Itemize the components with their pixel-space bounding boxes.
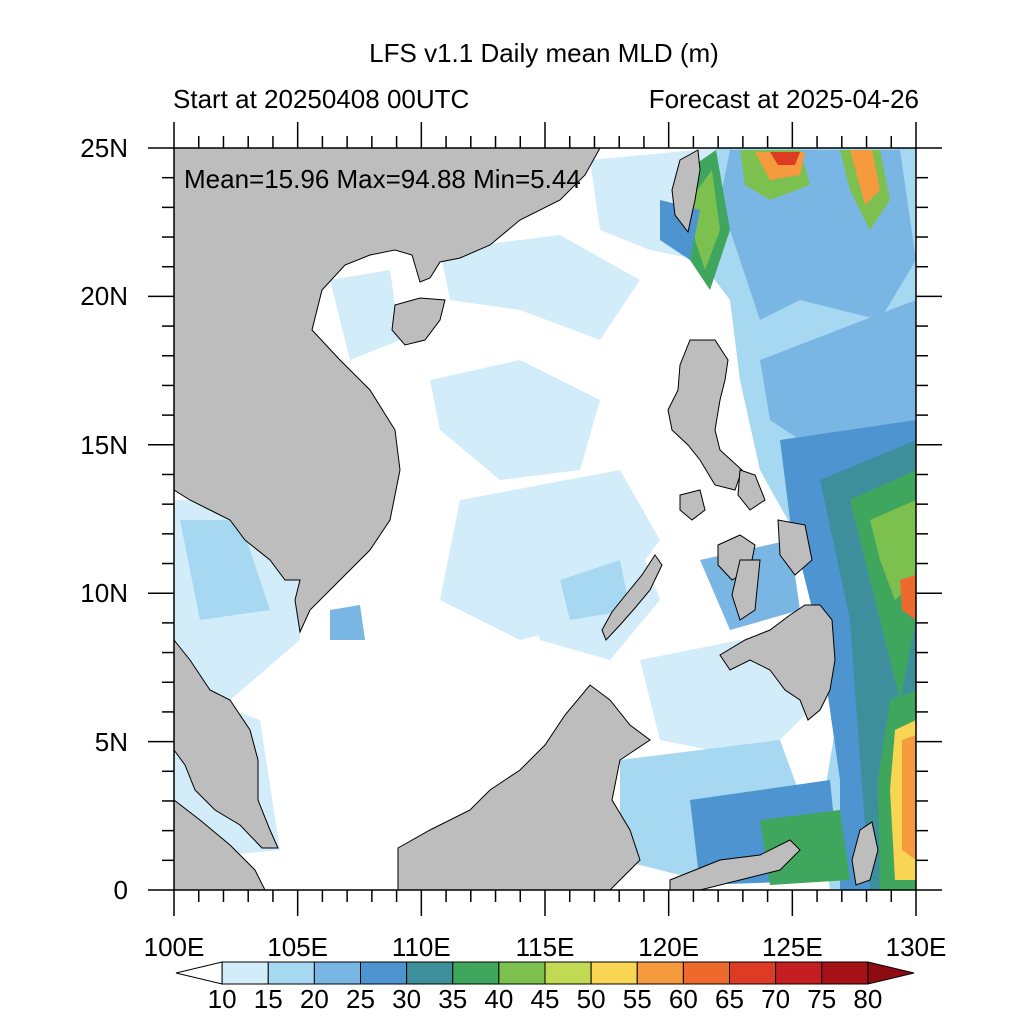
lon-tick-label: 100E: [143, 932, 205, 962]
colorbar-box: [452, 961, 500, 985]
start-time-label: Start at 20250408 00UTC: [173, 84, 470, 114]
colorbar-level-label: 40: [484, 984, 514, 1014]
lon-tick-label: 115E: [515, 932, 575, 962]
colorbar-level-label: 10: [207, 984, 237, 1014]
colorbar-box: [498, 961, 546, 985]
lat-tick-label: 5N: [94, 726, 128, 757]
colorbar-box: [221, 961, 269, 985]
colorbar-level-label: 70: [761, 984, 791, 1014]
chart-title: LFS v1.1 Daily mean MLD (m): [369, 38, 719, 68]
colorbar-level-label: 45: [530, 984, 560, 1014]
land-malay-peninsula: [174, 639, 279, 849]
colorbar-box: [313, 961, 361, 985]
colorbar-level-label: 15: [253, 984, 283, 1014]
land-masses: [174, 148, 879, 890]
land-hainan: [391, 297, 446, 346]
colorbar-level-label: 50: [576, 984, 606, 1014]
land-halmahera: [851, 821, 879, 886]
lon-tick-label: 120E: [638, 932, 700, 962]
lat-tick-label: 15N: [80, 429, 128, 460]
colorbar-box: [267, 961, 315, 985]
colorbar-box: [729, 961, 777, 985]
land-sulawesi: [669, 839, 801, 890]
land-mindanao: [719, 604, 836, 721]
colorbar-box: [175, 961, 223, 985]
land-visayas-island: [737, 469, 766, 511]
land-taiwan: [671, 149, 701, 234]
colorbar-box: [590, 961, 638, 985]
colorbar-level-label: 75: [807, 984, 837, 1014]
forecast-time-label: Forecast at 2025-04-26: [648, 84, 919, 114]
lat-tick-label: 25N: [80, 133, 128, 163]
land-palawan: [601, 554, 663, 641]
axis-ticks: [148, 122, 942, 916]
land-mainland-asia: [174, 148, 601, 634]
colorbar-box: [682, 961, 730, 985]
land-sumatra: [174, 799, 266, 890]
lon-tick-label: 130E: [885, 932, 947, 962]
lat-tick-label: 10N: [80, 578, 128, 609]
colorbar-level-label: 65: [715, 984, 744, 1014]
colorbar-level-label: 25: [346, 984, 375, 1014]
lon-tick-label: 105E: [267, 932, 329, 962]
lon-tick-label: 125E: [761, 932, 823, 962]
land-borneo: [397, 684, 651, 890]
colorbar-level-label: 30: [392, 984, 422, 1014]
land-luzon: [667, 339, 743, 491]
colorbar-box: [544, 961, 592, 985]
colorbar-box: [775, 961, 823, 985]
colorbar-box: [406, 961, 454, 985]
colorbar-box: [360, 961, 408, 985]
land-samar: [777, 519, 813, 576]
colorbar-level-label: 60: [668, 984, 698, 1014]
colorbar-level-label: 20: [299, 984, 329, 1014]
colorbar-box: [821, 961, 869, 985]
lat-tick-label: 20N: [80, 281, 128, 312]
colorbar-box: [867, 961, 915, 985]
lon-tick-label: 110E: [391, 932, 451, 962]
land-mindoro: [679, 489, 706, 521]
mld-field: [174, 148, 916, 890]
colorbar: [175, 961, 915, 985]
colorbar-level-label: 55: [622, 984, 652, 1014]
lat-tick-label: 0: [113, 875, 128, 905]
colorbar-level-label: 35: [438, 984, 468, 1014]
colorbar-level-label: 80: [853, 984, 883, 1014]
land-negros: [731, 559, 761, 621]
statistics-label: Mean=15.96 Max=94.88 Min=5.44: [184, 164, 581, 194]
colorbar-box: [636, 961, 684, 985]
